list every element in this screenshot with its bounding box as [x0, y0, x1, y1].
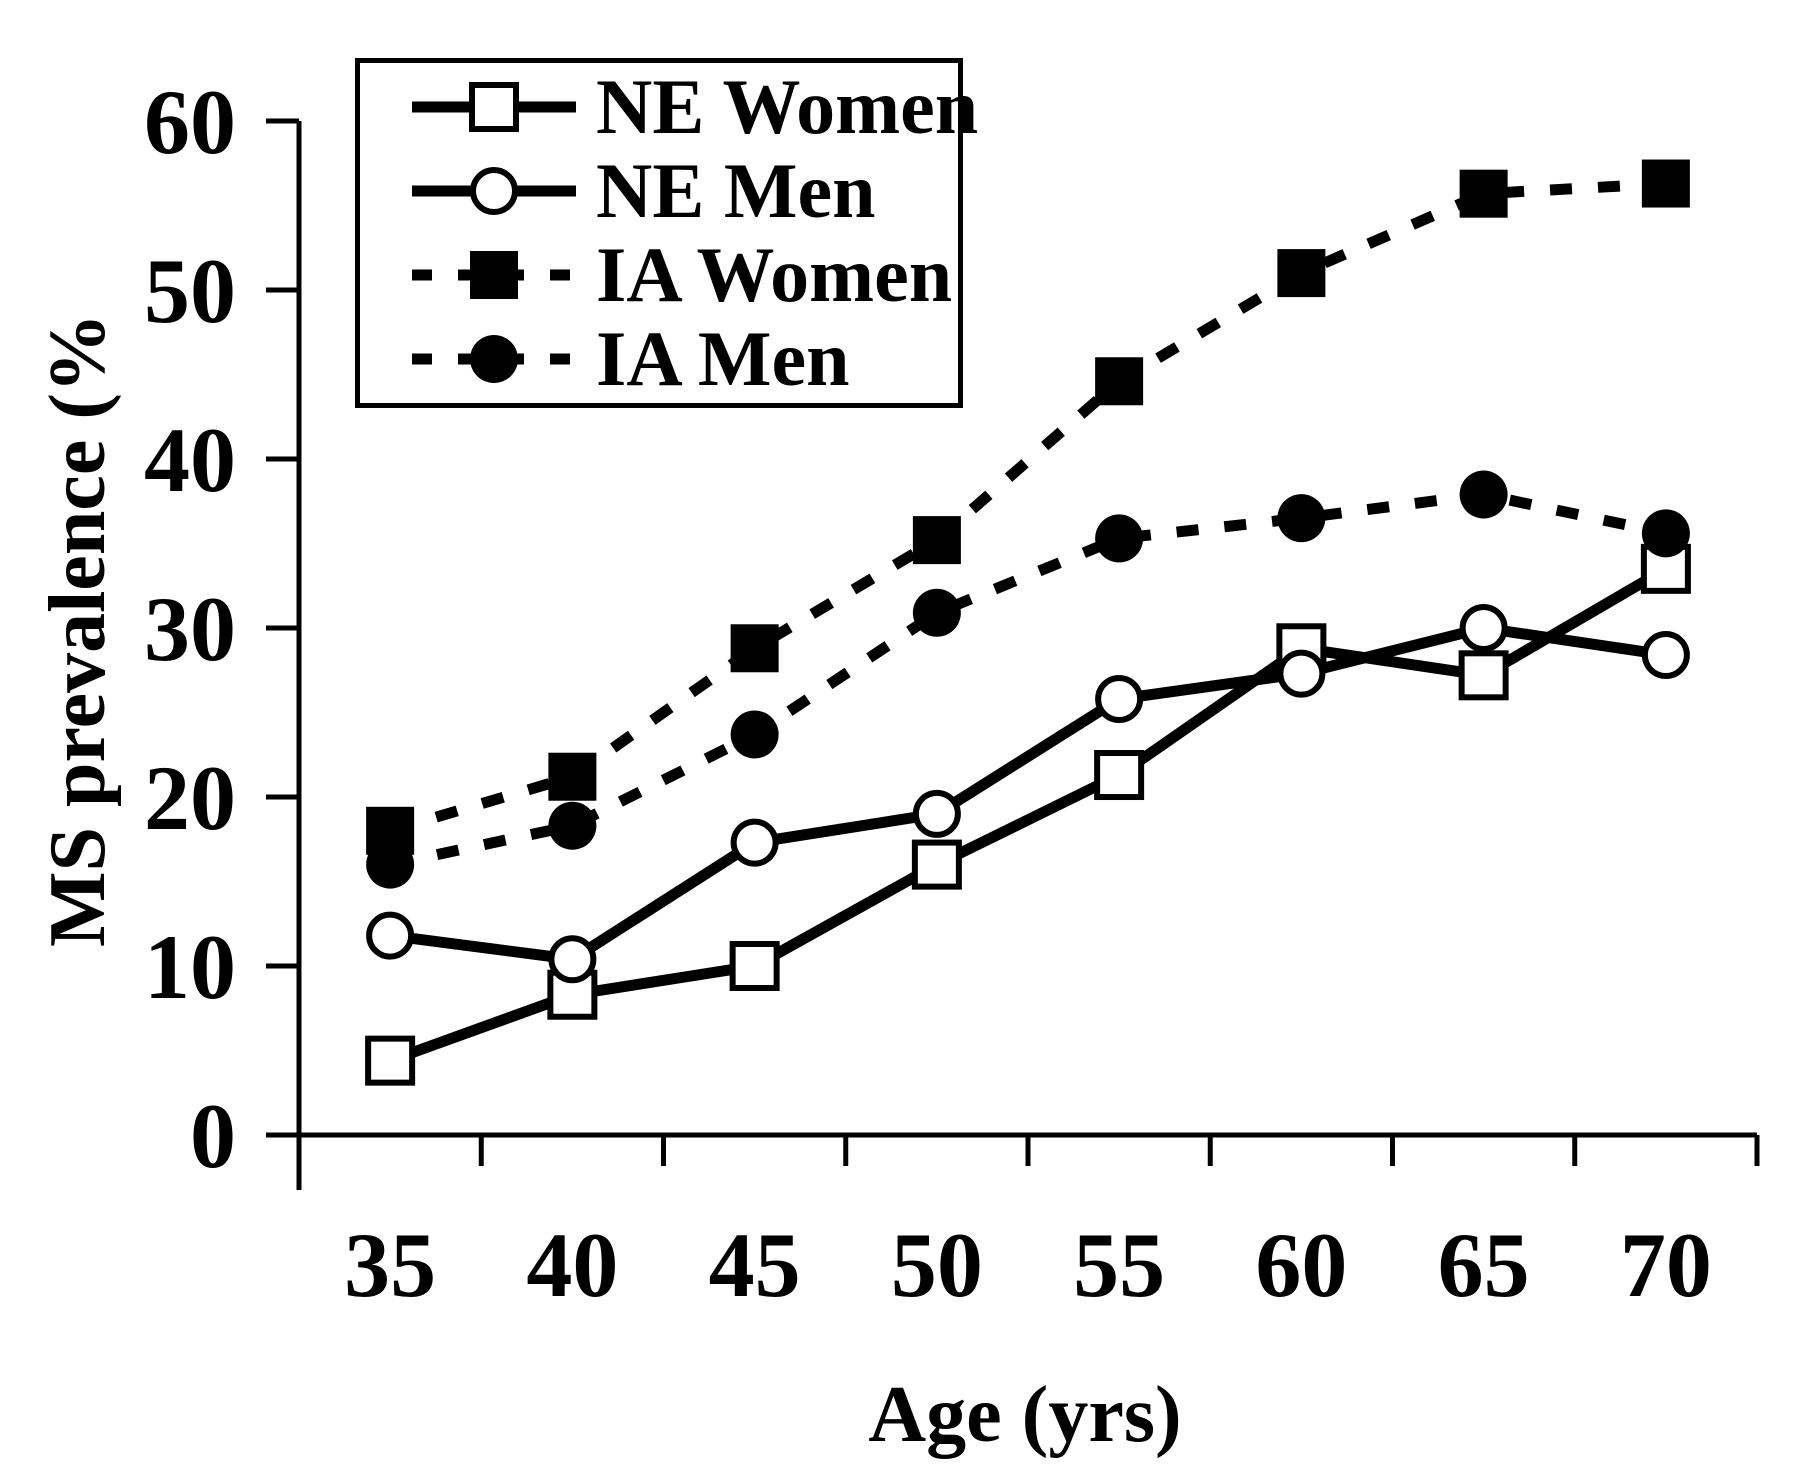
y-tick-label: 20 [144, 747, 236, 849]
legend-marker-filled-square [470, 251, 518, 299]
y-tick-label: 60 [144, 71, 236, 173]
ia-men-marker [912, 588, 961, 637]
ne-men-marker [730, 818, 779, 867]
legend-label-ia-men: IA Men [596, 315, 850, 402]
ia-women-marker [1641, 159, 1690, 208]
x-axis-title: Age (yrs) [868, 1371, 1182, 1459]
legend-label-ia-women: IA Women [596, 231, 953, 318]
ne-women-marker [729, 941, 780, 991]
ia-women-marker [1459, 169, 1508, 218]
series-ne-men [366, 604, 1690, 984]
y-axis-title: MS prevalence (% [34, 313, 122, 947]
legend-item-ne-men: NE Men [410, 151, 958, 231]
ne-men-marker [912, 789, 961, 838]
y-tick-label: 30 [144, 578, 236, 680]
ia-men-marker [1095, 514, 1144, 563]
legend-marker-filled-circle [470, 335, 518, 383]
legend-marker-open-square [469, 82, 519, 132]
ne-men-marker [1459, 604, 1508, 652]
ne-men-marker [1095, 674, 1144, 723]
ia-men-marker [1459, 470, 1508, 519]
ia-men-marker [548, 801, 597, 850]
ia-women-marker [1277, 249, 1326, 298]
ne-women-marker [365, 1035, 416, 1086]
ne-women-marker [1094, 750, 1145, 801]
series-ne-men-line [389, 622, 1667, 965]
x-tick-label: 65 [1438, 1214, 1530, 1316]
ne-men-marker [1277, 649, 1326, 698]
ia-women-marker [912, 516, 961, 565]
ne-men-marker [366, 911, 415, 960]
legend-sample-filled-circle [412, 335, 576, 383]
legend-marker-open-circle [470, 167, 518, 215]
ia-men-marker [730, 710, 779, 759]
x-axis: 35 40 45 50 55 60 65 70 [266, 1132, 1760, 1316]
y-tick-label: 10 [144, 916, 236, 1018]
legend-item-ia-women: IA Women [410, 235, 958, 315]
legend-sample-filled-square [412, 251, 576, 299]
legend-box: NE Women NE Men IA Women IA Men [355, 58, 978, 408]
legend-label-ne-women: NE Women [596, 63, 979, 150]
ia-men-marker [1277, 494, 1326, 543]
y-tick-label: 0 [190, 1085, 236, 1187]
y-axis: 0 10 20 30 40 50 60 [144, 71, 302, 1190]
x-tick-label: 40 [526, 1214, 618, 1316]
x-tick-label: 70 [1620, 1214, 1712, 1316]
series-ne-women-line [388, 564, 1669, 1066]
ne-men-marker [1641, 631, 1690, 680]
legend-sample-open-circle [412, 167, 576, 215]
ne-women-marker [911, 839, 962, 890]
y-tick-label: 40 [144, 409, 236, 511]
ia-women-marker [1095, 357, 1144, 406]
series-ia-men [366, 470, 1690, 889]
legend-label-ne-men: NE Men [596, 147, 876, 234]
legend-item-ia-men: IA Men [410, 319, 958, 399]
y-tick-label: 50 [144, 240, 236, 342]
ia-women-marker [548, 752, 597, 801]
x-tick-label: 45 [709, 1214, 801, 1316]
legend-sample-open-square [412, 82, 576, 132]
legend-item-ne-women: NE Women [410, 67, 978, 147]
ia-men-marker [1641, 509, 1690, 558]
x-tick-label: 55 [1073, 1214, 1165, 1316]
x-tick-label: 60 [1255, 1214, 1347, 1316]
x-tick-label: 35 [344, 1214, 436, 1316]
ia-men-marker [366, 840, 415, 889]
ia-women-marker [730, 624, 779, 673]
x-tick-label: 50 [891, 1214, 983, 1316]
ne-men-marker [548, 935, 597, 984]
ne-women-marker [1458, 650, 1509, 701]
